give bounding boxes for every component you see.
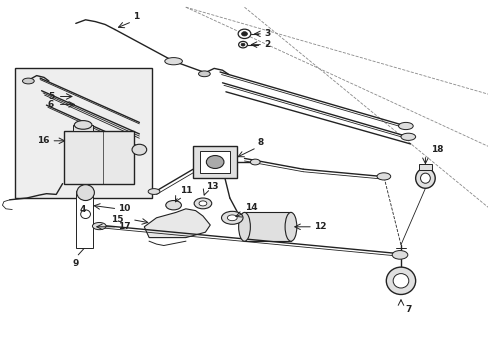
Ellipse shape: [199, 201, 206, 206]
Bar: [63, 131, 134, 184]
Text: 8: 8: [257, 138, 264, 147]
Bar: [15, 68, 151, 198]
Ellipse shape: [376, 173, 390, 180]
Ellipse shape: [420, 173, 429, 183]
Ellipse shape: [241, 43, 244, 46]
Ellipse shape: [386, 267, 415, 294]
Ellipse shape: [164, 58, 182, 65]
Text: 15: 15: [110, 215, 123, 224]
Text: 6: 6: [48, 100, 54, 109]
Text: 2: 2: [264, 40, 270, 49]
Ellipse shape: [400, 133, 415, 140]
Text: 18: 18: [430, 145, 443, 154]
Bar: [200, 151, 229, 173]
Ellipse shape: [148, 189, 160, 194]
Polygon shape: [144, 209, 210, 238]
Ellipse shape: [238, 212, 250, 241]
Ellipse shape: [77, 185, 94, 201]
Text: 3: 3: [264, 30, 270, 39]
Bar: [76, 191, 93, 248]
Ellipse shape: [392, 274, 408, 288]
Ellipse shape: [238, 29, 250, 39]
Ellipse shape: [92, 222, 106, 230]
Ellipse shape: [238, 41, 247, 48]
Ellipse shape: [221, 211, 243, 224]
Text: 16: 16: [37, 136, 49, 145]
Ellipse shape: [415, 168, 434, 188]
Ellipse shape: [165, 201, 181, 210]
Text: 9: 9: [72, 259, 79, 268]
Bar: [73, 125, 93, 131]
Text: 11: 11: [180, 186, 192, 195]
Text: 7: 7: [405, 305, 411, 314]
Ellipse shape: [22, 78, 34, 84]
Ellipse shape: [194, 198, 211, 209]
Ellipse shape: [74, 121, 92, 129]
Bar: [418, 164, 431, 170]
Text: 14: 14: [245, 203, 258, 212]
Ellipse shape: [81, 210, 90, 219]
Ellipse shape: [391, 251, 407, 259]
Ellipse shape: [398, 122, 412, 130]
Text: 5: 5: [48, 92, 54, 101]
Ellipse shape: [227, 215, 237, 221]
Text: 10: 10: [118, 204, 130, 212]
Text: 1: 1: [133, 12, 139, 21]
Ellipse shape: [241, 32, 247, 36]
Text: 13: 13: [206, 182, 219, 191]
Bar: [193, 146, 237, 178]
Bar: [244, 212, 290, 241]
Ellipse shape: [285, 212, 296, 241]
Ellipse shape: [250, 159, 260, 165]
Text: 12: 12: [313, 222, 326, 231]
Ellipse shape: [198, 71, 210, 77]
Ellipse shape: [206, 156, 224, 168]
Text: 17: 17: [118, 222, 131, 231]
Ellipse shape: [132, 144, 146, 155]
Text: 4: 4: [80, 205, 86, 214]
